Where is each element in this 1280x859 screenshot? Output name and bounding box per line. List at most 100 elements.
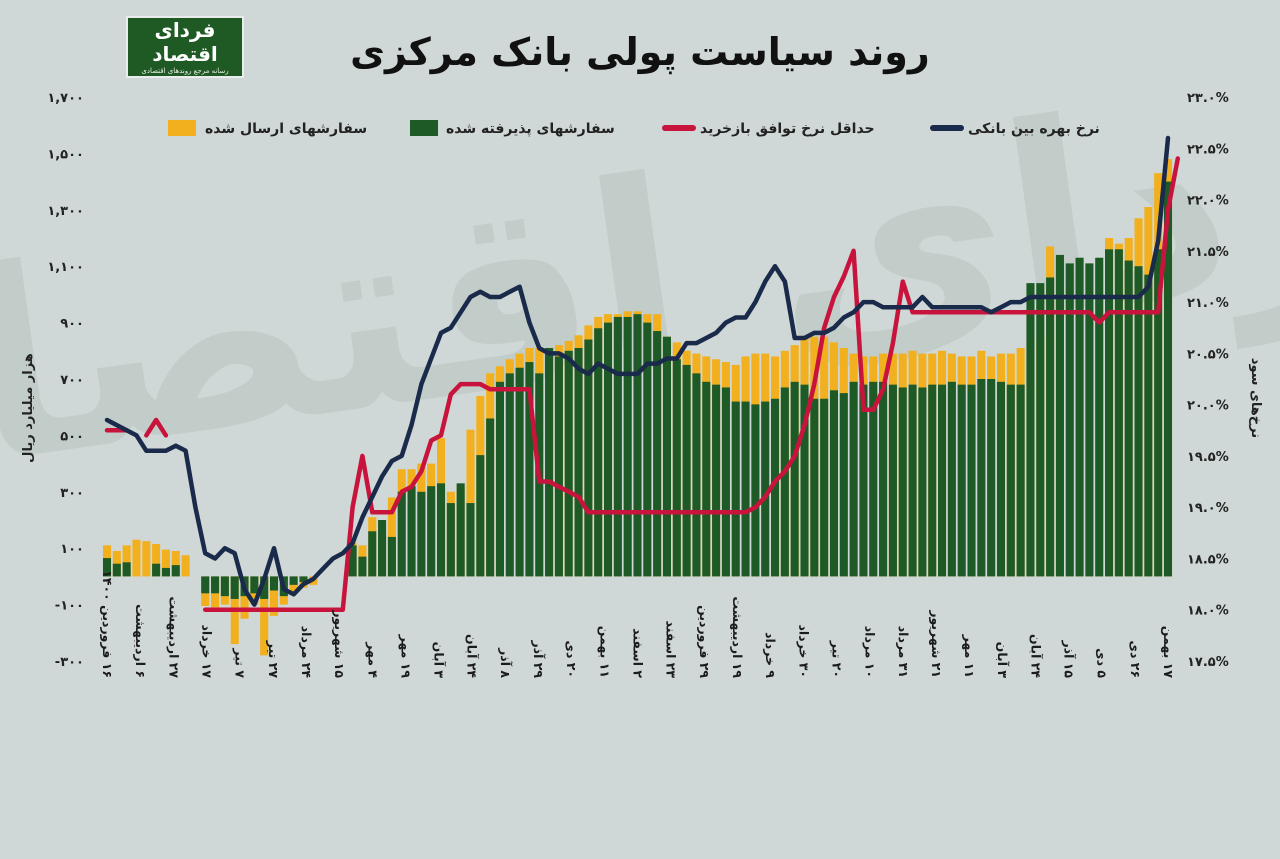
accepted-bar: [476, 455, 485, 577]
right-axis-tick: ۱۸.۰%: [1187, 604, 1229, 619]
accepted-bar: [1144, 274, 1153, 577]
right-axis-tick: ۲۲.۰%: [1187, 194, 1229, 209]
x-tick-label: ۸ آذر: [498, 647, 513, 678]
accepted-bar: [947, 381, 956, 577]
legend-label-accepted: سفارشهای پذیرفته شده: [446, 121, 615, 137]
accepted-bar: [1134, 266, 1143, 577]
x-tick-label: ۱۰ مرداد: [863, 626, 878, 678]
logo-tagline: رسانه مرجع روندهای اقتصادی: [141, 67, 229, 75]
accepted-bar: [201, 576, 210, 594]
accepted-bar: [859, 384, 868, 577]
right-axis-tick: ۲۰.۰%: [1187, 399, 1229, 414]
x-tick-label: ۹ خرداد: [763, 632, 778, 678]
accepted-bar: [456, 483, 465, 577]
accepted-bar: [653, 331, 662, 577]
right-axis-tick: ۱۹.۰%: [1187, 501, 1229, 516]
accepted-bar: [633, 314, 642, 577]
submitted-bar: [142, 541, 151, 577]
accepted-bar: [495, 381, 504, 577]
accepted-bar: [1016, 384, 1025, 577]
right-axis-tick: ۱۷.۵%: [1187, 655, 1229, 670]
x-tick-label: ۴ مهر: [365, 641, 380, 678]
accepted-bar: [1036, 283, 1045, 577]
accepted-bar: [417, 491, 426, 577]
accepted-bar: [643, 322, 652, 577]
logo-name: فردای اقتصاد: [152, 18, 218, 66]
x-tick-label: ۱۱ مهر: [962, 634, 977, 678]
accepted-bar: [161, 567, 170, 577]
accepted-bar: [761, 401, 770, 577]
left-axis: -۳۰۰ -۱۰۰ ۱۰۰ ۳۰۰ ۵۰۰ ۷۰۰ ۹۰۰ ۱,۱۰۰ ۱,۳۰۰ ۱,۵۰۰ ۱,…: [47, 91, 84, 670]
accepted-bar: [1114, 249, 1123, 577]
accepted-bar: [269, 576, 279, 591]
x-tick-label: ۱۵ شهریور: [332, 609, 347, 678]
submitted-bar: [260, 576, 269, 656]
accepted-bar: [800, 384, 809, 577]
legend-swatch-accepted: [410, 120, 438, 136]
right-axis: ۱۷.۵% ۱۸.۰% ۱۸.۵% ۱۹.۰% ۱۹.۵% ۲۰.۰% ۲۰.۵% ۲۱.۰%…: [1187, 91, 1229, 670]
legend-label-submitted: سفارشهای ارسال شده: [205, 121, 367, 137]
accepted-bar: [996, 381, 1006, 577]
submitted-bar: [132, 539, 141, 577]
accepted-bar: [1065, 263, 1074, 577]
x-tick-label: ۲ اسفند: [631, 628, 646, 678]
x-tick-label: ۲۰ دی: [564, 641, 579, 679]
accepted-bar: [613, 316, 622, 577]
x-tick-label: ۲۰ تیر: [829, 640, 844, 678]
right-axis-tick: ۲۰.۵%: [1187, 347, 1229, 362]
accepted-bar: [436, 483, 446, 577]
accepted-bar: [289, 576, 298, 585]
accepted-bar: [486, 418, 495, 577]
accepted-bar: [260, 576, 269, 599]
accepted-bar: [888, 384, 897, 577]
rate-lines: [104, 135, 1181, 612]
accepted-bar: [908, 384, 917, 577]
accepted-bar: [1095, 257, 1104, 577]
x-tick-label: ۱۷ خرداد: [200, 624, 215, 678]
right-axis-tick: ۲۲.۵%: [1187, 142, 1229, 157]
left-axis-tick: ۱,۱۰۰: [47, 260, 84, 275]
accepted-bar: [692, 373, 701, 577]
accepted-bar: [554, 356, 563, 577]
accepted-bar: [839, 393, 848, 577]
accepted-bar: [1055, 254, 1064, 577]
legend-swatch-submitted: [168, 120, 196, 136]
accepted-bar: [466, 503, 475, 577]
legend-label-interbank: نرخ بهره بین بانکی: [968, 121, 1100, 137]
accepted-bar: [977, 379, 986, 577]
accepted-bar: [1105, 249, 1114, 577]
right-axis-tick: ۲۱.۰%: [1187, 296, 1229, 311]
accepted-bar: [712, 384, 721, 577]
submitted-bar: [161, 549, 170, 577]
accepted-bar: [446, 503, 455, 577]
accepted-bar: [584, 339, 593, 577]
submitted-bar: [152, 543, 161, 577]
submitted-bar: [181, 555, 190, 577]
right-axis-tick: ۲۳.۰%: [1187, 91, 1229, 106]
accepted-bar: [387, 536, 396, 577]
accepted-bar: [171, 565, 180, 577]
accepted-bar: [545, 347, 554, 577]
accepted-bar: [1154, 249, 1163, 577]
left-axis-tick: ۱۰۰: [60, 542, 84, 557]
right-axis-title: نرخ‌های سود: [1248, 358, 1263, 438]
accepted-bar: [780, 387, 789, 577]
accepted-bar: [623, 316, 632, 577]
accepted-bar: [230, 576, 239, 599]
left-axis-tick: ۵۰۰: [60, 429, 84, 444]
left-axis-tick: ۷۰۰: [60, 373, 84, 388]
left-axis-tick: -۱۰۰: [55, 599, 84, 614]
accepted-bar: [879, 381, 888, 577]
accepted-bar: [1163, 181, 1173, 577]
accepted-bar: [702, 381, 711, 577]
x-tick-label: ۵ دی: [1095, 648, 1110, 678]
x-tick-label: ۷ تیر: [233, 647, 248, 678]
accepted-bar: [810, 398, 819, 577]
accepted-bar: [662, 336, 672, 577]
right-axis-tick: ۱۹.۵%: [1187, 450, 1229, 465]
accepted-bar: [574, 347, 583, 577]
accepted-bar: [102, 558, 112, 577]
left-axis-title: هزار میلیارد ریال: [21, 353, 36, 463]
accepted-bar: [987, 379, 996, 577]
accepted-bar: [928, 384, 937, 577]
